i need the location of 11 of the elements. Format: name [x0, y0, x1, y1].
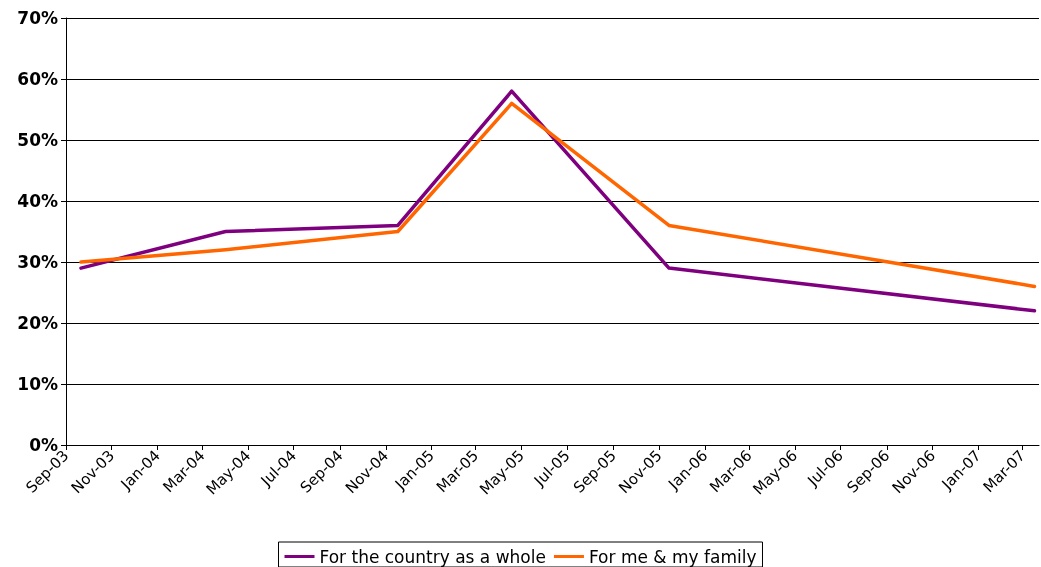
line-series [79, 101, 1037, 289]
y-tick-label: 60% [17, 69, 58, 89]
legend-label: For the country as a whole [319, 546, 546, 567]
y-tick-label: 50% [17, 130, 58, 150]
y-tick-label: 40% [17, 191, 58, 211]
y-tick-label: 10% [17, 374, 58, 394]
y-tick-label: 70% [17, 8, 58, 28]
line-series [79, 89, 1037, 313]
y-tick-label: 20% [17, 313, 58, 333]
legend-label: For me & my family [588, 546, 757, 567]
y-tick-label: 30% [17, 252, 58, 272]
